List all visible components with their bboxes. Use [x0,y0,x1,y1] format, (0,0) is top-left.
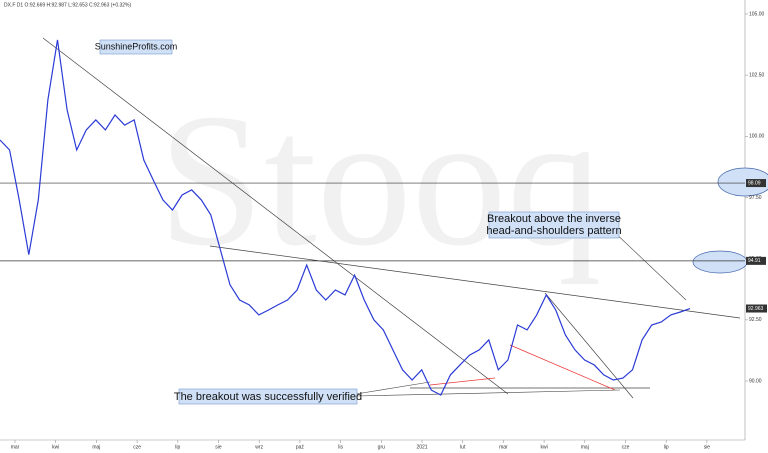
x-tick-label: kwi [52,444,59,450]
neckline [429,377,496,386]
trendline [544,292,634,399]
x-tick-label: lip [175,444,180,450]
annotation-box [178,388,358,405]
x-tick-label: sie [704,444,711,450]
y-tick-label: 100.00 [749,134,765,140]
last-price-label: 92.963 [748,306,764,312]
level-label-box [746,179,766,188]
annotation: The breakout was successfully verified [174,391,362,403]
y-tick-label: 102.50 [749,72,765,78]
neckline [509,344,616,391]
highlight-ellipse [692,250,748,274]
highlight-ellipse [717,167,768,197]
pointer [355,381,431,395]
source-label: SunshineProfits.com [95,41,178,51]
y-tick-label: 92.50 [749,317,762,323]
annotation-box [488,211,620,239]
level-label: 98.09 [748,180,761,186]
x-tick-label: cze [133,444,141,450]
x-tick-label: maj [581,444,589,450]
y-tick-label: 90.00 [749,378,762,384]
annotation: head-and-shoulders pattern [486,225,621,237]
y-tick-label: 105.00 [749,11,765,17]
level-label-box [746,256,766,265]
annotation: Breakout above the inverse [487,213,621,225]
x-tick-label: paź [296,444,305,450]
pointer [355,389,621,397]
trendline [209,245,741,319]
y-tick-label: 97.50 [749,195,762,201]
source-box [99,39,173,55]
x-tick-label: sie [215,444,222,450]
x-tick-label: 2021 [416,444,427,450]
x-tick-label: lip [664,444,669,450]
trendlines [42,37,741,399]
header: DX.F D1 O:92.669 H:92.987 L:92.653 C:92.… [4,2,131,8]
x-tick-label: wrz [255,444,263,450]
watermark: Stooq [158,76,601,286]
price-line [0,39,691,396]
x-tick-label: lis [338,444,343,450]
x-tick-label: cze [622,444,630,450]
pointer [609,227,687,301]
x-tick-label: kwi [540,444,547,450]
x-tick-label: mar [11,444,20,450]
x-tick-label: lut [460,444,466,450]
last-price-box [746,304,767,313]
x-tick-label: gru [378,444,385,450]
trendline [42,37,509,395]
x-tick-label: maj [92,444,100,450]
x-tick-label: mar [499,444,508,450]
level-label: 94.91 [748,258,761,264]
